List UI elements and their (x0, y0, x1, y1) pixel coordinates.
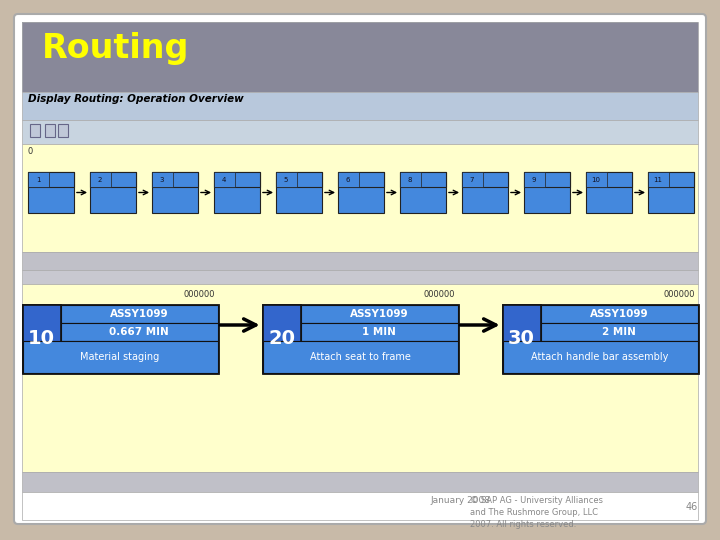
Bar (648, 172, 694, 213)
Bar (400, 172, 420, 187)
Text: 000000: 000000 (184, 290, 215, 299)
Bar (22, 341, 217, 373)
Text: 0: 0 (28, 147, 33, 156)
Text: Display Routing: Operation Overview: Display Routing: Operation Overview (28, 94, 244, 104)
Bar (22, 472, 698, 492)
Bar (541, 323, 698, 341)
Bar (22, 284, 698, 472)
Bar (648, 172, 694, 187)
Text: 2: 2 (98, 177, 102, 183)
Bar (648, 172, 669, 187)
Text: 4: 4 (222, 177, 226, 183)
Bar (58, 124, 68, 137)
Bar (90, 172, 136, 187)
Text: 1: 1 (36, 177, 40, 183)
Text: 6: 6 (346, 177, 351, 183)
Bar (503, 305, 541, 373)
Text: 000000: 000000 (664, 290, 696, 299)
FancyBboxPatch shape (14, 14, 706, 524)
Text: ASSY1099: ASSY1099 (590, 309, 648, 319)
Bar (28, 172, 74, 187)
Bar (276, 172, 322, 213)
Bar (22, 270, 698, 284)
Bar (276, 172, 322, 187)
Bar (524, 172, 570, 187)
Bar (152, 172, 198, 187)
Bar (90, 172, 136, 213)
Text: January 2008: January 2008 (430, 496, 490, 505)
Bar (400, 172, 446, 213)
Bar (263, 305, 457, 373)
Bar (524, 172, 570, 213)
Text: ASSY1099: ASSY1099 (350, 309, 408, 319)
Text: © SAP AG - University Alliances
and The Rushmore Group, LLC
2007. All rights res: © SAP AG - University Alliances and The … (470, 496, 603, 529)
Text: 30: 30 (508, 329, 535, 348)
Text: 000000: 000000 (424, 290, 456, 299)
Bar (400, 172, 446, 187)
Bar (45, 124, 55, 137)
Text: 0.667 MIN: 0.667 MIN (109, 327, 169, 337)
Bar (462, 172, 508, 187)
Text: 2 MIN: 2 MIN (602, 327, 636, 337)
Text: 3: 3 (160, 177, 164, 183)
Bar (300, 323, 457, 341)
Text: 9: 9 (532, 177, 536, 183)
Text: Attach handle bar assembly: Attach handle bar assembly (531, 352, 669, 362)
Text: 7: 7 (470, 177, 474, 183)
Text: 1 MIN: 1 MIN (362, 327, 396, 337)
Bar (22, 22, 698, 92)
Text: Material staging: Material staging (81, 352, 160, 362)
Text: 11: 11 (654, 177, 662, 183)
Bar (152, 172, 198, 213)
Bar (22, 305, 60, 373)
Bar (90, 172, 111, 187)
Bar (152, 172, 173, 187)
Bar (503, 341, 698, 373)
Text: 5: 5 (284, 177, 288, 183)
Bar (22, 144, 698, 252)
Text: 46: 46 (685, 502, 698, 512)
Text: 8: 8 (408, 177, 413, 183)
Bar (28, 172, 49, 187)
Text: 10: 10 (28, 329, 55, 348)
Bar (22, 492, 698, 520)
Bar (22, 305, 217, 373)
Bar (22, 50, 698, 92)
Bar (22, 252, 698, 270)
Text: Routing: Routing (42, 32, 189, 65)
Bar (22, 22, 698, 92)
Bar (586, 172, 632, 213)
Bar (586, 172, 632, 187)
Bar (524, 172, 545, 187)
Bar (22, 120, 698, 144)
Bar (338, 172, 384, 187)
Text: 10: 10 (592, 177, 600, 183)
Bar (214, 172, 260, 187)
Text: Attach seat to frame: Attach seat to frame (310, 352, 410, 362)
Bar (263, 341, 457, 373)
Bar (338, 172, 384, 213)
Bar (214, 172, 235, 187)
Bar (462, 172, 482, 187)
Bar (503, 305, 698, 373)
Bar (60, 305, 217, 323)
Bar (276, 172, 297, 187)
Bar (30, 124, 40, 137)
Bar (462, 172, 508, 213)
Bar (263, 305, 300, 373)
Bar (541, 305, 698, 323)
Bar (28, 172, 74, 213)
Bar (586, 172, 607, 187)
Bar (60, 323, 217, 341)
Bar (22, 92, 698, 120)
Text: ASSY1099: ASSY1099 (109, 309, 168, 319)
Text: 20: 20 (268, 329, 295, 348)
Bar (300, 305, 457, 323)
Bar (338, 172, 359, 187)
Bar (214, 172, 260, 213)
